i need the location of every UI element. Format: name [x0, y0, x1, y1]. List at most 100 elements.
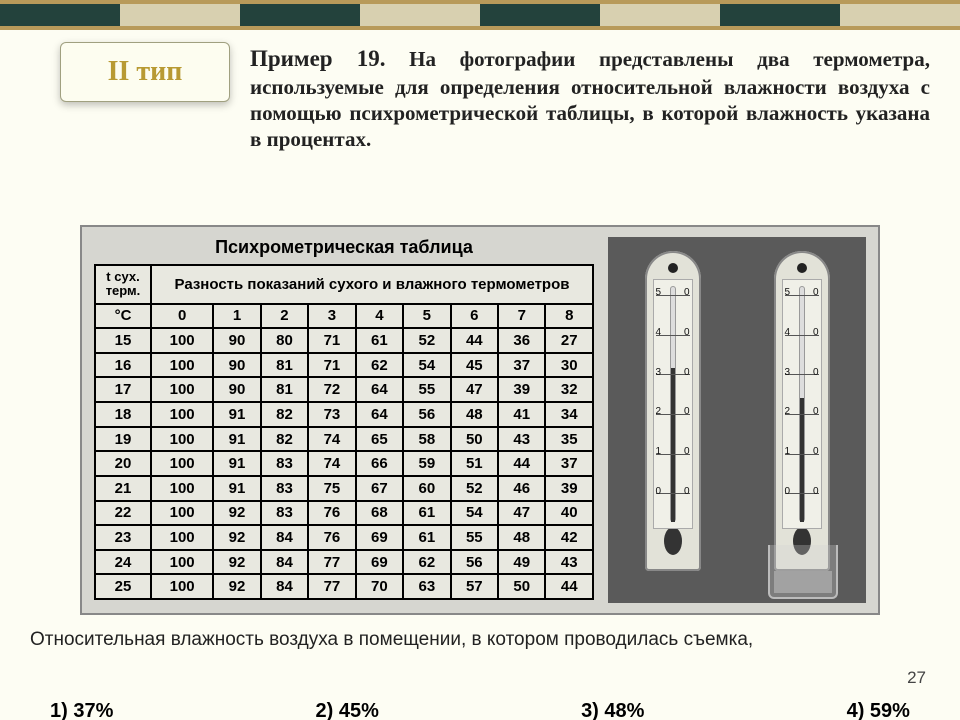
humidity-cell: 36 — [498, 328, 545, 353]
humidity-cell: 61 — [403, 501, 450, 526]
humidity-cell: 91 — [213, 476, 260, 501]
humidity-cell: 100 — [151, 377, 213, 402]
humidity-cell: 100 — [151, 550, 213, 575]
humidity-cell: 71 — [308, 328, 355, 353]
humidity-cell: 84 — [261, 550, 308, 575]
humidity-cell: 76 — [308, 501, 355, 526]
wet-thermometer: 504030201000 — [774, 251, 830, 571]
scale-label: 0 — [656, 486, 662, 497]
humidity-cell: 63 — [403, 574, 450, 599]
humidity-cell: 83 — [261, 476, 308, 501]
humidity-cell: 59 — [403, 451, 450, 476]
scale-label-r: 0 — [813, 446, 819, 457]
humidity-cell: 30 — [545, 353, 593, 378]
humidity-cell: 52 — [403, 328, 450, 353]
table-row: 241009284776962564943 — [95, 550, 593, 575]
humidity-cell: 77 — [308, 550, 355, 575]
humidity-cell: 74 — [308, 451, 355, 476]
diff-col-header: 8 — [545, 304, 593, 329]
humidity-cell: 100 — [151, 427, 213, 452]
humidity-cell: 54 — [451, 501, 498, 526]
humidity-cell: 40 — [545, 501, 593, 526]
scale-label: 4 — [785, 327, 791, 338]
answer-1: 1) 37% — [50, 700, 113, 720]
humidity-cell: 83 — [261, 451, 308, 476]
humidity-cell: 60 — [403, 476, 450, 501]
diff-col-header: 4 — [356, 304, 403, 329]
humidity-cell: 43 — [545, 550, 593, 575]
humidity-cell: 64 — [356, 402, 403, 427]
scale-label-r: 0 — [684, 327, 690, 338]
scale-label: 2 — [656, 406, 662, 417]
humidity-cell: 100 — [151, 451, 213, 476]
humidity-cell: 44 — [451, 328, 498, 353]
humidity-cell: 65 — [356, 427, 403, 452]
diff-col-header: 6 — [451, 304, 498, 329]
table-row: 171009081726455473932 — [95, 377, 593, 402]
humidity-cell: 84 — [261, 525, 308, 550]
humidity-cell: 71 — [308, 353, 355, 378]
humidity-cell: 84 — [261, 574, 308, 599]
scale-label-r: 0 — [813, 327, 819, 338]
humidity-cell: 48 — [498, 525, 545, 550]
humidity-cell: 55 — [403, 377, 450, 402]
temp-cell: 15 — [95, 328, 151, 353]
temp-cell: 18 — [95, 402, 151, 427]
humidity-cell: 57 — [451, 574, 498, 599]
table-row: 201009183746659514437 — [95, 451, 593, 476]
table-row: 211009183756760524639 — [95, 476, 593, 501]
humidity-cell: 37 — [498, 353, 545, 378]
humidity-cell: 62 — [403, 550, 450, 575]
example-number: Пример 19. — [250, 46, 386, 71]
humidity-cell: 82 — [261, 427, 308, 452]
scale-label-r: 0 — [813, 367, 819, 378]
humidity-cell: 47 — [451, 377, 498, 402]
water-glass — [768, 545, 838, 599]
humidity-cell: 39 — [545, 476, 593, 501]
humidity-cell: 46 — [498, 476, 545, 501]
row-label-header: t сух. терм. — [95, 265, 151, 304]
temp-cell: 22 — [95, 501, 151, 526]
table-row: 231009284766961554842 — [95, 525, 593, 550]
humidity-cell: 50 — [498, 574, 545, 599]
humidity-cell: 61 — [356, 328, 403, 353]
scale-label-r: 0 — [684, 486, 690, 497]
answer-2: 2) 45% — [316, 700, 379, 720]
type-badge-label: II тип — [108, 56, 183, 88]
scale-label: 4 — [656, 327, 662, 338]
humidity-cell: 64 — [356, 377, 403, 402]
humidity-cell: 91 — [213, 402, 260, 427]
scale-label-r: 0 — [684, 367, 690, 378]
humidity-cell: 100 — [151, 501, 213, 526]
table-row: 191009182746558504335 — [95, 427, 593, 452]
humidity-cell: 100 — [151, 476, 213, 501]
humidity-cell: 69 — [356, 525, 403, 550]
decorative-top-stripes — [0, 0, 960, 36]
humidity-cell: 43 — [498, 427, 545, 452]
temp-cell: 16 — [95, 353, 151, 378]
slide-number: 27 — [907, 668, 926, 688]
temp-cell: 19 — [95, 427, 151, 452]
psychrometric-table: t сух. терм. Разность показаний сухого и… — [94, 264, 594, 593]
type-badge: II тип — [60, 42, 230, 102]
humidity-cell: 54 — [403, 353, 450, 378]
humidity-cell: 92 — [213, 550, 260, 575]
humidity-cell: 61 — [403, 525, 450, 550]
humidity-cell: 70 — [356, 574, 403, 599]
humidity-cell: 100 — [151, 353, 213, 378]
figure-box: Психрометрическая таблица t сух. терм. Р… — [80, 225, 880, 615]
humidity-cell: 77 — [308, 574, 355, 599]
humidity-cell: 90 — [213, 377, 260, 402]
humidity-cell: 44 — [498, 451, 545, 476]
temp-cell: 17 — [95, 377, 151, 402]
table-title: Психрометрическая таблица — [215, 237, 473, 258]
humidity-cell: 74 — [308, 427, 355, 452]
temp-cell: 25 — [95, 574, 151, 599]
humidity-cell: 100 — [151, 525, 213, 550]
answer-3: 3) 48% — [581, 700, 644, 720]
table-row: 161009081716254453730 — [95, 353, 593, 378]
scale-label: 5 — [656, 287, 662, 298]
humidity-cell: 100 — [151, 402, 213, 427]
humidity-cell: 72 — [308, 377, 355, 402]
problem-text: Пример 19. На фотографии представлены дв… — [250, 45, 930, 153]
